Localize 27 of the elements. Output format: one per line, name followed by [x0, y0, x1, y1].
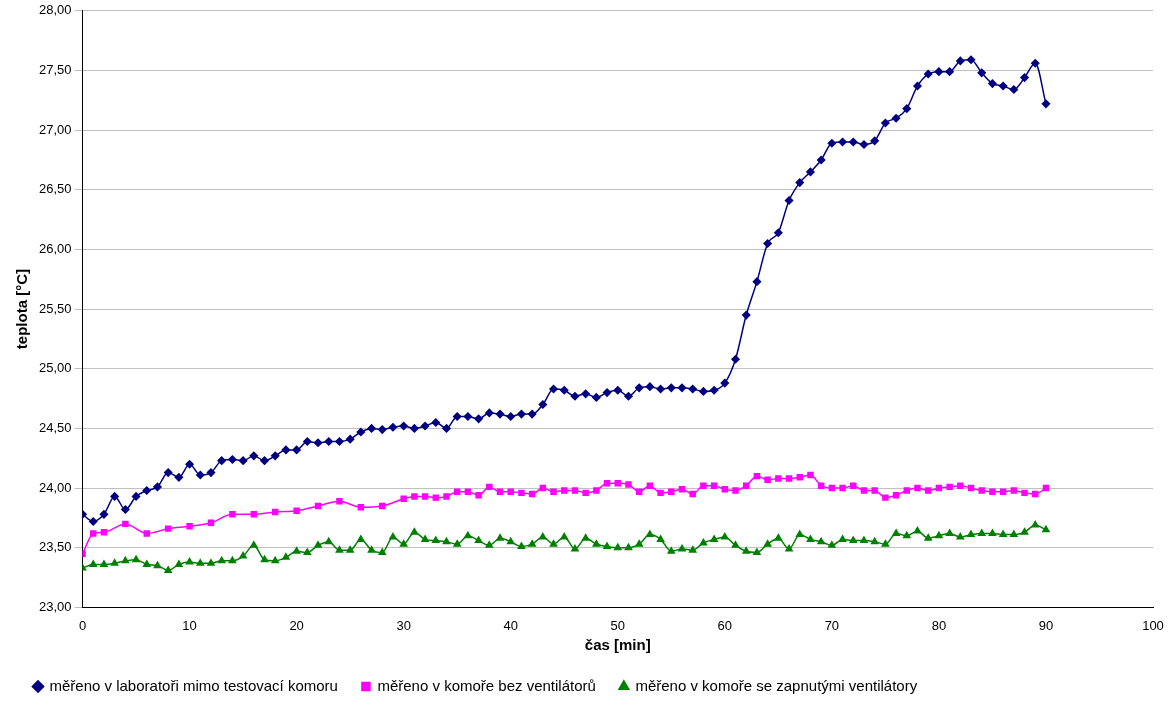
x-tick-label: 70 — [824, 617, 840, 633]
y-tick-label: 23,00 — [38, 598, 72, 614]
y-tick-label: 25,00 — [38, 360, 72, 376]
legend-label: měřeno v komoře bez ventilátorů — [377, 676, 596, 694]
y-tick-label: 23,50 — [38, 539, 72, 555]
x-tick-label: 50 — [610, 617, 625, 633]
y-tick-label: 26,00 — [38, 241, 72, 257]
y-tick-label: 25,50 — [38, 300, 72, 316]
x-tick-label: 20 — [289, 617, 304, 633]
x-tick-label: 100 — [1142, 617, 1164, 633]
y-axis-title: teplota [°C] — [13, 269, 31, 350]
x-axis-title: čas [min] — [584, 636, 651, 654]
x-tick-label: 30 — [396, 617, 411, 633]
x-tick-label: 90 — [1038, 617, 1054, 633]
x-tick-label: 40 — [503, 617, 518, 633]
legend-label: měřeno v laboratoři mimo testovací komoru — [49, 676, 338, 694]
x-tick-label: 10 — [182, 617, 197, 633]
y-tick-label: 26,50 — [38, 181, 72, 197]
y-tick-label: 24,50 — [38, 420, 72, 435]
y-tick-label: 28,00 — [38, 2, 72, 18]
x-tick-label: 80 — [931, 617, 947, 633]
x-tick-label: 0 — [78, 617, 87, 633]
x-tick-label: 60 — [717, 617, 733, 633]
legend-label: měřeno v komoře se zapnutými ventilátory — [635, 676, 918, 694]
y-tick-label: 27,00 — [38, 121, 72, 137]
y-tick-label: 24,00 — [38, 479, 72, 495]
y-tick-label: 27,50 — [38, 62, 72, 78]
